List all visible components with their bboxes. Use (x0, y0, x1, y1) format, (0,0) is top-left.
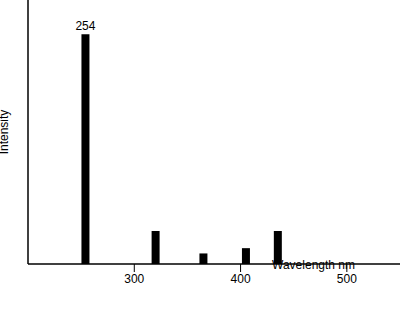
svg-text:300: 300 (124, 272, 144, 286)
svg-text:254: 254 (75, 19, 95, 33)
svg-text:500: 500 (337, 272, 357, 286)
svg-text:Wavelength nm: Wavelength nm (272, 258, 355, 272)
svg-text:400: 400 (231, 272, 251, 286)
svg-text:Intensity: Intensity (8, 110, 11, 155)
